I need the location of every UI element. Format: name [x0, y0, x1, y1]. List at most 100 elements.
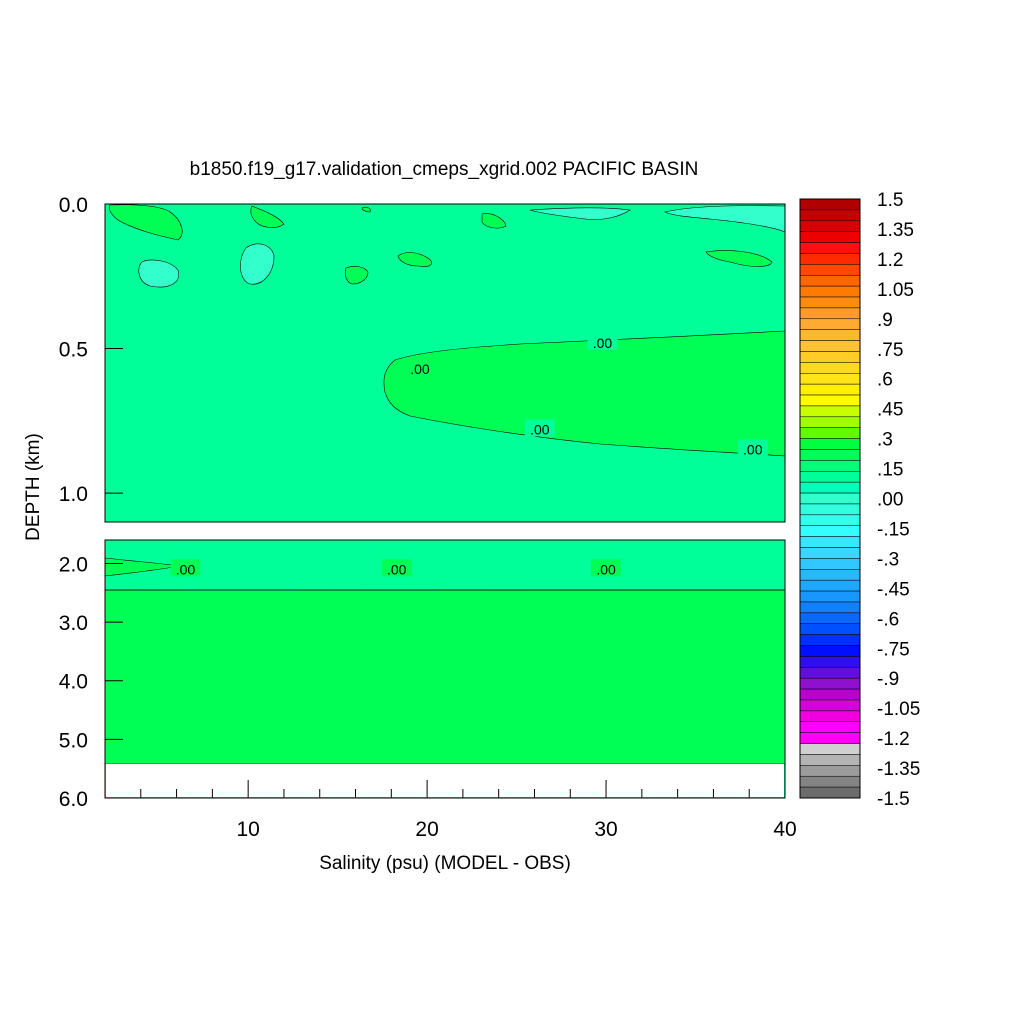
colorbar-swatch [799, 710, 861, 723]
colorbar-label: .9 [877, 310, 893, 331]
colorbar-label: 1.05 [877, 280, 914, 301]
contour-label-bg [381, 559, 412, 577]
positive-anomaly-patch [361, 206, 371, 213]
colorbar-label: -.6 [877, 609, 899, 630]
colorbar-label: .00 [877, 490, 903, 511]
colorbar-swatch [799, 656, 861, 668]
colorbar-label: -.45 [877, 579, 910, 600]
contour-label: .00 [387, 561, 407, 577]
colorbar-swatch [799, 514, 861, 526]
positive-anomaly-region [383, 330, 786, 457]
colorbar-swatch [799, 688, 861, 701]
panel-frame [104, 203, 786, 523]
colorbar-swatch [799, 623, 861, 635]
colorbar-swatch [799, 394, 861, 407]
lower-panel [104, 540, 786, 798]
colorbar-swatch [799, 547, 861, 559]
y-tick-label: 0.5 [59, 339, 88, 362]
colorbar-swatch [799, 492, 861, 505]
y-tick-label: 5.0 [59, 729, 88, 752]
colorbar-swatch [799, 579, 861, 592]
y-tick-label: 2.0 [59, 553, 88, 576]
colorbar-frame [799, 198, 861, 799]
colorbar-swatch [799, 525, 861, 537]
colorbar-swatch [799, 481, 861, 494]
colorbar-swatch [799, 373, 861, 385]
chart-title: b1850.f19_g17.validation_cmeps_xgrid.002… [190, 159, 699, 180]
colorbar-swatch [799, 438, 861, 450]
colorbar-label: .15 [877, 460, 903, 481]
contour-label-bg [737, 439, 768, 457]
colorbar-swatch [799, 296, 861, 309]
contour-label-bg [591, 559, 622, 577]
colorbar [799, 198, 861, 799]
contour-label: .00 [530, 421, 550, 437]
colorbar-label: 1.2 [877, 250, 903, 271]
colorbar-swatch [799, 209, 861, 222]
colorbar-label: .6 [877, 370, 893, 391]
colorbar-swatch [799, 383, 861, 396]
colorbar-label: .75 [877, 340, 903, 361]
colorbar-swatch [799, 754, 861, 766]
contour-label: .00 [410, 361, 430, 377]
missing-data-region [106, 764, 784, 797]
colorbar-swatch [799, 405, 861, 418]
colorbar-swatch [799, 285, 861, 298]
x-tick-label: 40 [773, 818, 796, 841]
colorbar-swatch [799, 449, 861, 461]
colorbar-swatch [799, 220, 861, 232]
colorbar-label: .45 [877, 400, 903, 421]
negative-anomaly-patch [240, 243, 275, 285]
colorbar-label: -1.05 [877, 699, 920, 720]
colorbar-label: -.75 [877, 639, 910, 660]
colorbar-swatch [799, 503, 861, 516]
colorbar-label: 1.5 [877, 190, 903, 211]
positive-anomaly-patch [481, 213, 507, 229]
colorbar-swatch [799, 427, 861, 439]
x-axis-label: Salinity (psu) (MODEL - OBS) [319, 853, 571, 874]
colorbar-swatch [799, 362, 861, 374]
colorbar-swatch [799, 318, 861, 330]
x-tick-label: 10 [236, 818, 259, 841]
y-tick-label: 1.0 [59, 483, 88, 506]
colorbar-label: .3 [877, 430, 893, 451]
colorbar-swatch [799, 677, 861, 690]
colorbar-label: -.9 [877, 669, 899, 690]
colorbar-swatch [799, 612, 861, 624]
colorbar-swatch [799, 786, 861, 799]
colorbar-swatch [799, 274, 861, 287]
positive-anomaly-patch [705, 250, 773, 267]
colorbar-swatch [799, 351, 861, 363]
colorbar-swatch [799, 340, 861, 352]
positive-anomaly-patch [397, 252, 432, 267]
colorbar-label: -.3 [877, 549, 899, 570]
positive-anomaly-patch [344, 266, 369, 285]
contour-label: .00 [596, 561, 616, 577]
colorbar-label: -.15 [877, 519, 910, 540]
colorbar-swatch [799, 645, 861, 657]
negative-anomaly-patch [138, 259, 180, 288]
colorbar-label: -1.2 [877, 729, 910, 750]
negative-anomaly-patch [664, 205, 786, 233]
colorbar-swatch [799, 721, 861, 733]
colorbar-swatch [799, 242, 861, 254]
colorbar-swatch [799, 253, 861, 265]
colorbar-swatch [799, 231, 861, 243]
y-tick-label: 4.0 [59, 671, 88, 694]
colorbar-swatch [799, 699, 861, 712]
colorbar-swatch [799, 601, 861, 614]
x-tick-label: 20 [415, 818, 438, 841]
colorbar-swatch [799, 775, 861, 788]
colorbar-swatch [799, 264, 861, 276]
contour-label: .00 [593, 335, 613, 351]
negative-anomaly-patch [529, 207, 631, 220]
colorbar-swatch [799, 536, 861, 548]
positive-anomaly-patch [108, 204, 183, 241]
upper-panel [105, 204, 786, 522]
colorbar-swatch [799, 460, 861, 472]
colorbar-label: 1.35 [877, 220, 914, 241]
colorbar-swatch [799, 329, 861, 341]
colorbar-swatch [799, 765, 861, 777]
colorbar-swatch [799, 471, 861, 483]
